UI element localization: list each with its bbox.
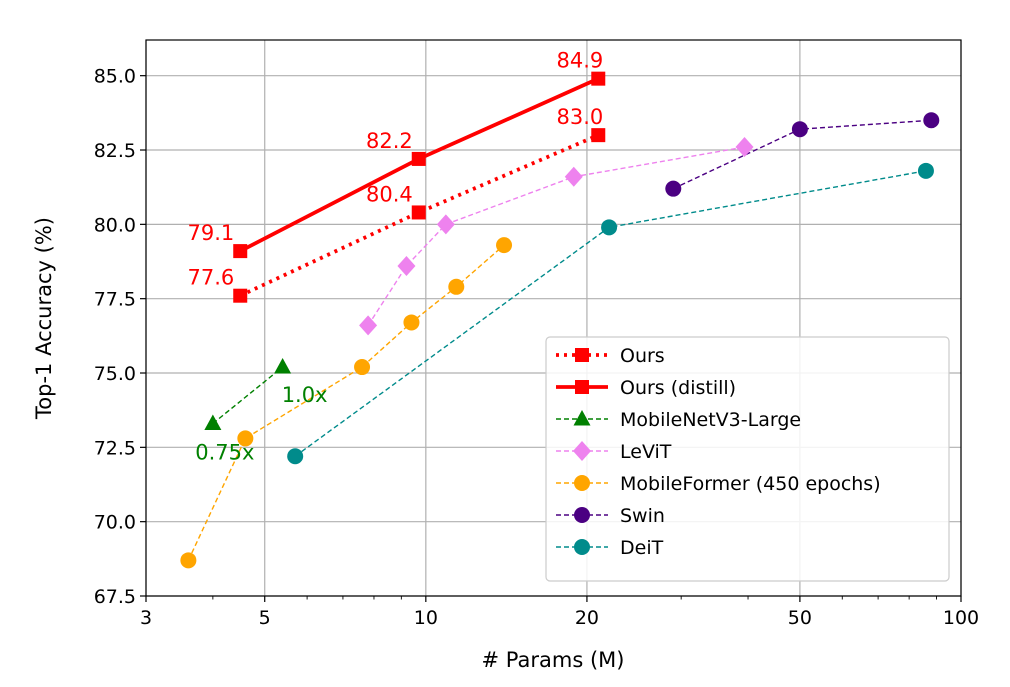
ours-distill-data-label: 84.9 bbox=[557, 49, 604, 73]
levit-marker bbox=[436, 214, 455, 235]
ours-marker bbox=[411, 205, 426, 220]
x-tick-label: 5 bbox=[259, 607, 271, 629]
legend-mobilenetv3-large-label: MobileNetV3-Large bbox=[620, 409, 801, 431]
marker-layer bbox=[180, 71, 940, 569]
ours-marker bbox=[591, 128, 606, 143]
y-tick-label: 85.0 bbox=[94, 66, 136, 88]
levit-marker bbox=[359, 315, 378, 336]
levit-marker bbox=[735, 137, 754, 158]
ours-marker bbox=[233, 288, 248, 303]
ours-data-label: 83.0 bbox=[557, 105, 604, 129]
legend-mobileformer-450-epochs-marker bbox=[574, 475, 590, 491]
swin-marker bbox=[791, 121, 808, 138]
x-tick-label: 100 bbox=[943, 607, 979, 629]
deit-marker bbox=[917, 162, 934, 179]
mobilenetv3-large-marker bbox=[274, 358, 292, 374]
legend-levit-label: LeViT bbox=[620, 441, 672, 463]
ours-distill-marker bbox=[411, 151, 426, 166]
y-tick-label: 67.5 bbox=[94, 586, 136, 608]
x-tick-label: 3 bbox=[140, 607, 152, 629]
legend-swin-label: Swin bbox=[620, 505, 665, 527]
point-labels: 77.6 80.4 83.0 79.1 82.2 84.9 0.75x 1.0x bbox=[187, 49, 603, 465]
legend-deit-label: DeiT bbox=[620, 537, 664, 559]
y-axis-label: Top-1 Accuracy (%) bbox=[32, 217, 56, 420]
mobileformer-450-epochs-marker bbox=[496, 237, 513, 254]
ours-data-label: 80.4 bbox=[366, 182, 413, 206]
legend-mobilenetv3-large-marker bbox=[573, 410, 591, 426]
y-tick-label: 82.5 bbox=[94, 140, 136, 162]
legend-box bbox=[545, 336, 950, 582]
ours-distill-data-label: 79.1 bbox=[187, 221, 234, 245]
mobileformer-450-epochs-marker bbox=[403, 314, 420, 331]
levit-marker bbox=[397, 255, 416, 276]
legend-levit-marker bbox=[573, 441, 591, 461]
axis-ticks: 3 5 10 20 50 100 67.5 70.0 72.5 75.0 77.5 80.0 82.5 8… bbox=[94, 66, 979, 629]
mobileformer-450-epochs-line bbox=[187, 244, 505, 561]
mobileformer-450-epochs-marker bbox=[448, 278, 465, 295]
plot-frame bbox=[145, 39, 962, 597]
legend-ours-marker bbox=[575, 348, 589, 362]
deit-marker bbox=[287, 448, 304, 465]
mobilenetv3-large-data-label: 1.0x bbox=[282, 383, 328, 407]
legend-ours-distill-label: Ours (distill) bbox=[620, 377, 736, 399]
ours-distill-data-label: 82.2 bbox=[366, 129, 413, 153]
legend-deit-marker bbox=[574, 539, 590, 555]
ours-data-label: 77.6 bbox=[187, 266, 234, 290]
legend-ours-label: Ours bbox=[620, 345, 665, 367]
mobileformer-450-epochs-marker bbox=[354, 359, 371, 376]
swin-marker bbox=[665, 180, 682, 197]
mobileformer-450-epochs-marker bbox=[180, 552, 197, 569]
mobilenetv3-large-line bbox=[212, 366, 284, 425]
y-tick-label: 75.0 bbox=[94, 363, 136, 385]
swin-marker bbox=[923, 112, 940, 129]
mobilenetv3-large-data-label: 0.75x bbox=[195, 441, 254, 465]
y-tick-label: 80.0 bbox=[94, 214, 136, 236]
legend: Ours Ours (distill) MobileNetV3-Large LeViT… bbox=[545, 336, 950, 582]
y-tick-label: 77.5 bbox=[94, 289, 136, 311]
mobilenetv3-large-marker bbox=[204, 414, 222, 431]
legend-ours-distill-marker bbox=[575, 380, 589, 394]
y-tick-label: 72.5 bbox=[94, 437, 136, 459]
levit-marker bbox=[564, 166, 583, 187]
deit-marker bbox=[601, 219, 618, 236]
mobileformer-450-epochs-marker bbox=[237, 430, 254, 447]
x-tick-label: 50 bbox=[788, 607, 812, 629]
ours-distill-marker bbox=[233, 244, 248, 259]
x-axis-label: # Params (M) bbox=[482, 648, 625, 672]
x-tick-label: 10 bbox=[414, 607, 438, 629]
x-tick-label: 20 bbox=[575, 607, 599, 629]
legend-mobileformer-450-epochs-label: MobileFormer (450 epochs) bbox=[620, 473, 881, 495]
legend-swin-marker bbox=[574, 507, 590, 523]
ours-distill-marker bbox=[591, 71, 606, 86]
ours-line bbox=[239, 133, 600, 298]
y-tick-label: 70.0 bbox=[94, 512, 136, 534]
